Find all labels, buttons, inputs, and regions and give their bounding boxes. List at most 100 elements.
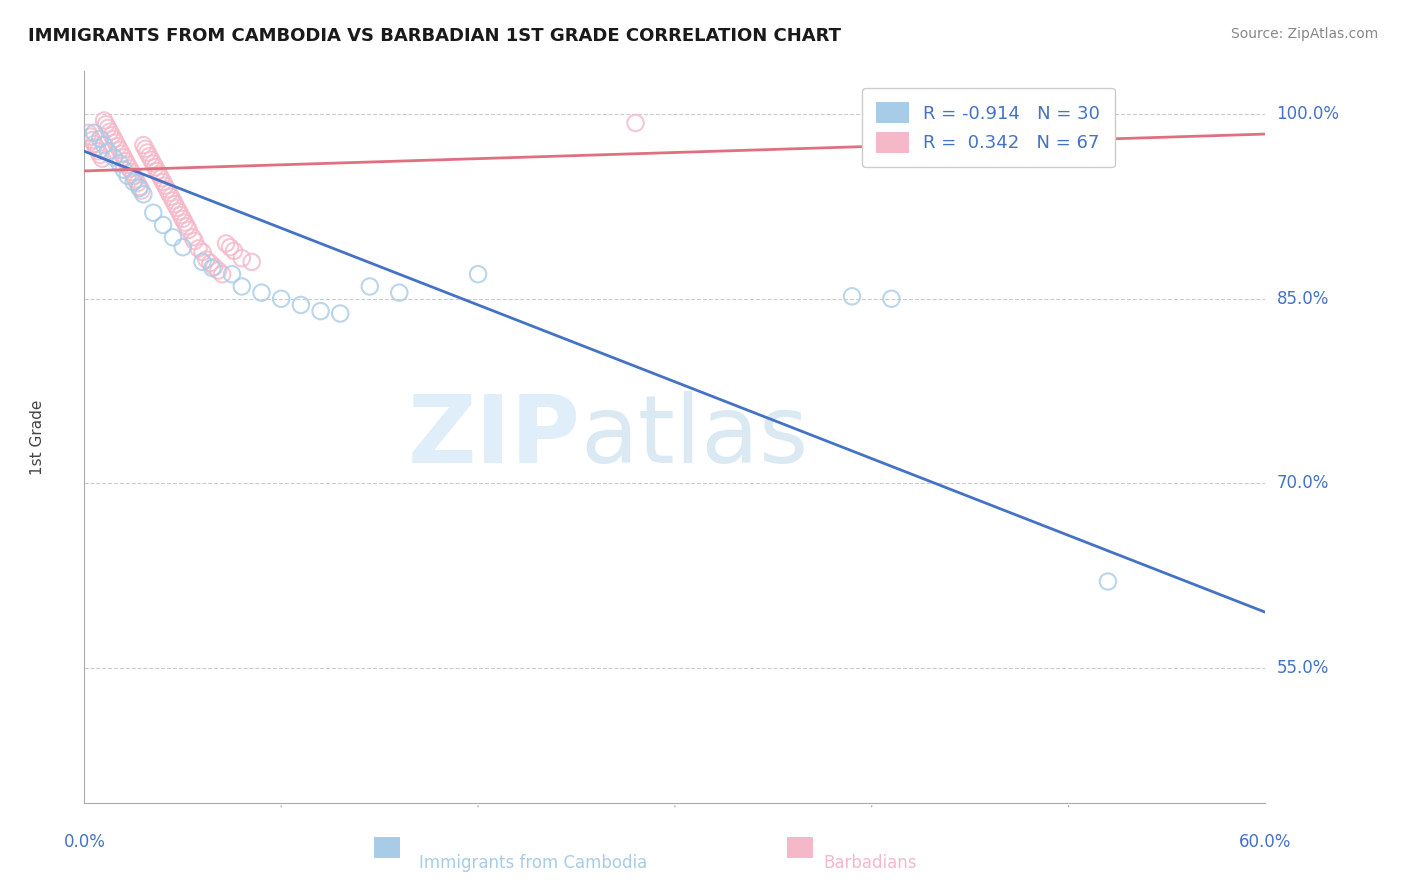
Point [270, 292, 292, 306]
Text: 0.0%: 0.0% [63, 833, 105, 851]
Point [98, 125, 121, 139]
Point [136, 145, 159, 160]
Point [211, 267, 233, 281]
Point [187, 241, 209, 255]
Point [89, 132, 111, 146]
FancyBboxPatch shape [787, 838, 813, 858]
Point [114, 154, 136, 169]
Point [117, 158, 139, 172]
Point [79, 129, 101, 144]
Point [91, 152, 114, 166]
Point [359, 279, 381, 293]
Point [167, 204, 190, 219]
Point [84, 140, 107, 154]
Point [104, 136, 127, 150]
Point [108, 156, 131, 170]
Point [121, 165, 143, 179]
Legend: R = -0.914   N = 30, R =  0.342   N = 67: R = -0.914 N = 30, R = 0.342 N = 67 [862, 87, 1115, 168]
Point [156, 182, 179, 196]
Point [83, 136, 105, 151]
Point [93, 138, 115, 153]
Point [128, 180, 150, 194]
Point [201, 261, 224, 276]
Point [103, 150, 125, 164]
Point [134, 142, 156, 156]
Text: ZIP: ZIP [408, 391, 581, 483]
Point [231, 279, 253, 293]
Point [122, 169, 145, 183]
Point [157, 186, 180, 200]
Point [141, 153, 163, 167]
Point [841, 289, 863, 303]
Point [101, 128, 124, 143]
Point [215, 236, 238, 251]
Point [181, 230, 204, 244]
Point [176, 219, 198, 234]
Point [231, 251, 253, 265]
Point [162, 230, 184, 244]
Point [108, 143, 131, 157]
Point [250, 285, 273, 300]
Point [138, 149, 160, 163]
Text: Barbadians: Barbadians [823, 854, 917, 872]
Point [191, 245, 214, 260]
Point [329, 306, 352, 320]
Point [153, 178, 176, 193]
Point [124, 172, 146, 186]
Point [148, 168, 170, 182]
Point [240, 255, 263, 269]
Point [89, 148, 111, 162]
Point [152, 175, 174, 189]
Point [103, 132, 125, 146]
Point [94, 117, 117, 131]
Point [107, 139, 129, 153]
Point [132, 187, 155, 202]
Point [170, 208, 193, 222]
Point [146, 164, 169, 178]
Point [77, 126, 100, 140]
Point [624, 116, 647, 130]
Point [173, 216, 195, 230]
Point [87, 145, 110, 159]
Text: Source: ZipAtlas.com: Source: ZipAtlas.com [1230, 27, 1378, 41]
Text: atlas: atlas [581, 391, 808, 483]
Point [172, 240, 194, 254]
Text: 55.0%: 55.0% [1277, 658, 1329, 676]
Point [131, 184, 153, 198]
Point [112, 150, 135, 164]
Point [122, 175, 145, 189]
Point [200, 256, 222, 270]
Text: IMMIGRANTS FROM CAMBODIA VS BARBADIAN 1ST GRADE CORRELATION CHART: IMMIGRANTS FROM CAMBODIA VS BARBADIAN 1S… [28, 27, 841, 45]
Point [97, 120, 120, 135]
Point [82, 133, 104, 147]
Point [97, 145, 120, 159]
Point [1097, 574, 1119, 589]
Point [388, 285, 411, 300]
Point [172, 211, 194, 226]
Point [309, 304, 332, 318]
Point [152, 218, 174, 232]
Point [83, 126, 105, 140]
Point [183, 234, 205, 248]
Point [221, 267, 243, 281]
Point [191, 255, 214, 269]
Point [880, 292, 903, 306]
Point [166, 201, 188, 215]
Point [207, 263, 229, 277]
Point [143, 160, 166, 174]
Point [177, 223, 200, 237]
Text: Immigrants from Cambodia: Immigrants from Cambodia [419, 854, 647, 872]
Text: 60.0%: 60.0% [1239, 833, 1292, 851]
Point [160, 190, 183, 204]
Point [142, 205, 165, 219]
Point [222, 244, 245, 258]
Text: 100.0%: 100.0% [1277, 105, 1340, 123]
Point [195, 252, 218, 267]
Point [127, 176, 149, 190]
Point [93, 113, 115, 128]
Point [112, 162, 135, 177]
Point [142, 156, 165, 170]
Point [132, 138, 155, 153]
Point [117, 169, 139, 183]
Text: 1st Grade: 1st Grade [30, 400, 45, 475]
